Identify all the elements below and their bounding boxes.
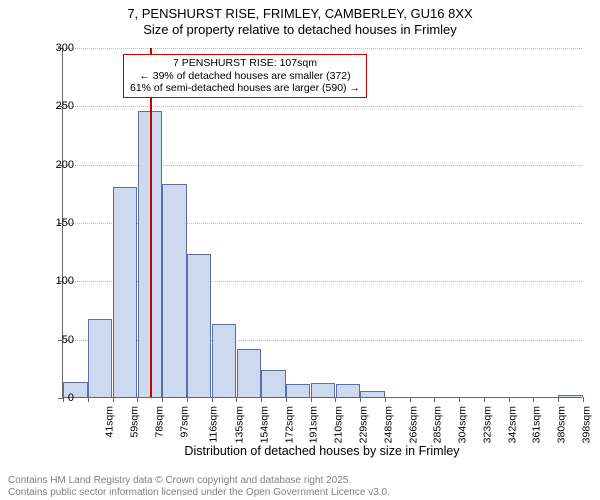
xtick-label: 361sqm — [531, 406, 543, 443]
histogram-bar — [261, 370, 285, 397]
xtick-label: 172sqm — [283, 406, 295, 443]
xtick-label: 210sqm — [333, 406, 345, 443]
xtick-label: 97sqm — [178, 406, 190, 438]
marker-line — [150, 48, 152, 397]
ytick-label: 200 — [38, 159, 74, 171]
histogram-bar — [113, 187, 137, 397]
footer-line1: Contains HM Land Registry data © Crown c… — [8, 475, 390, 487]
xtick-label: 78sqm — [153, 406, 165, 438]
info-box: 7 PENSHURST RISE: 107sqm← 39% of detache… — [123, 54, 367, 98]
xtick-label: 248sqm — [382, 406, 394, 443]
xtick-label: 154sqm — [258, 406, 270, 443]
xtick-label: 266sqm — [407, 406, 419, 443]
ytick-label: 150 — [38, 217, 74, 229]
info-box-line: 7 PENSHURST RISE: 107sqm — [130, 57, 360, 70]
histogram-bar — [558, 395, 582, 397]
xtick-label: 41sqm — [104, 406, 116, 438]
xtick-label: 135sqm — [234, 406, 246, 443]
ytick-label: 50 — [38, 334, 74, 346]
footer-attribution: Contains HM Land Registry data © Crown c… — [8, 475, 390, 498]
xtick-label: 229sqm — [357, 406, 369, 443]
xtick-label: 342sqm — [506, 406, 518, 443]
ytick-label: 250 — [38, 100, 74, 112]
histogram-bar — [237, 349, 261, 397]
footer-line2: Contains public sector information licen… — [8, 487, 390, 499]
title-subtitle: Size of property relative to detached ho… — [0, 22, 600, 38]
info-box-line: ← 39% of detached houses are smaller (37… — [130, 70, 360, 83]
x-axis-label: Distribution of detached houses by size … — [62, 444, 582, 458]
xtick-label: 323sqm — [481, 406, 493, 443]
title-address: 7, PENSHURST RISE, FRIMLEY, CAMBERLEY, G… — [0, 6, 600, 22]
ytick-label: 300 — [38, 42, 74, 54]
plot-area: 7 PENSHURST RISE: 107sqm← 39% of detache… — [62, 48, 582, 398]
histogram-bar — [311, 383, 335, 397]
histogram-bar — [212, 324, 236, 398]
xtick-label: 398sqm — [580, 406, 592, 443]
ytick-label: 0 — [38, 392, 74, 404]
xtick-label: 59sqm — [129, 406, 141, 438]
xtick-label: 304sqm — [456, 406, 468, 443]
histogram-bar — [187, 254, 211, 398]
ytick-label: 100 — [38, 275, 74, 287]
xtick-label: 285sqm — [432, 406, 444, 443]
histogram-bar — [286, 384, 310, 397]
chart-title: 7, PENSHURST RISE, FRIMLEY, CAMBERLEY, G… — [0, 0, 600, 39]
histogram-bar — [162, 184, 186, 398]
info-box-line: 61% of semi-detached houses are larger (… — [130, 82, 360, 95]
histogram-bar — [88, 319, 112, 397]
xtick-label: 191sqm — [308, 406, 320, 443]
histogram-bar — [336, 384, 360, 397]
xtick-label: 116sqm — [208, 406, 220, 443]
xtick-label: 380sqm — [555, 406, 567, 443]
property-size-histogram: 7, PENSHURST RISE, FRIMLEY, CAMBERLEY, G… — [0, 0, 600, 500]
histogram-bar — [360, 391, 384, 397]
